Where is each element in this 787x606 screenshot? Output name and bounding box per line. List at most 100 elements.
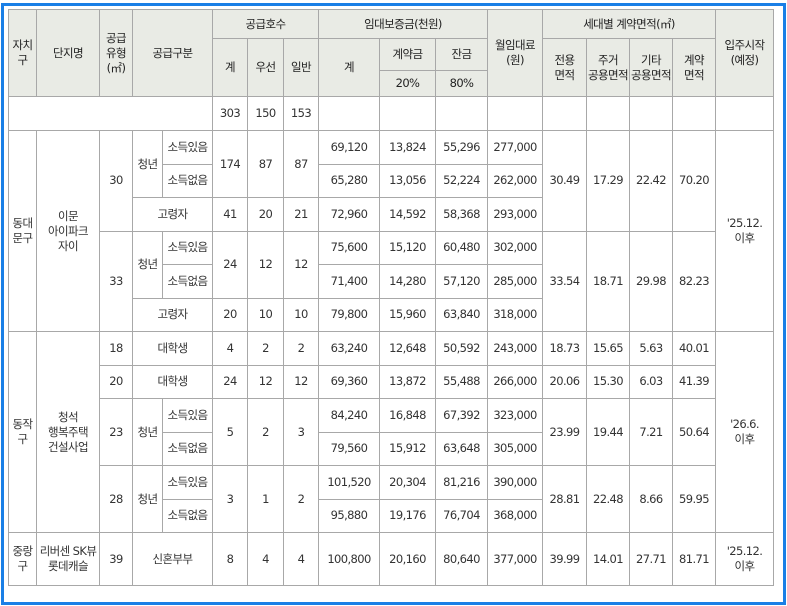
table-cell: 40.01: [672, 331, 716, 366]
table-cell: '26.6. 이후: [715, 331, 774, 533]
header-supply-category: 공급구분: [132, 9, 213, 97]
table-cell: 63,240: [318, 331, 380, 366]
table-cell: 20: [247, 197, 284, 232]
table-cell: 58,368: [435, 197, 488, 232]
table-row: 소득없음 95,880 19,176 76,704 368,000: [9, 498, 774, 533]
table-cell: 동대 문구: [8, 130, 37, 332]
table-cell: 13,824: [379, 130, 436, 165]
table-cell: 동작 구: [8, 331, 37, 533]
table-cell: 59.95: [672, 465, 716, 533]
table-cell: 82.23: [672, 230, 716, 332]
table-cell: 28.81: [542, 465, 587, 533]
table-cell: 262,000: [487, 163, 543, 198]
table-cell: 323,000: [487, 398, 543, 433]
table-cell: 22.42: [629, 130, 673, 232]
header-area-contract: 계약 면적: [672, 38, 716, 97]
table-row: 동대 문구 이문 아이파크 자이 30 청년 소득있음 174 87 87 69,120 13,824 5…: [8, 130, 774, 332]
rental-supply-table: 자치구 단지명 공급 유형 (㎡) 공급구분 공급호수 임대보증금(천원) 월임대료…: [8, 9, 774, 586]
table-cell: 318,000: [487, 297, 543, 332]
table-cell: 소득없음: [162, 498, 213, 533]
table-cell: 18.71: [586, 230, 630, 332]
table-row: 소득없음 71,400 14,280 57,120 285,000: [9, 264, 774, 299]
table-header: 자치구 단지명 공급 유형 (㎡) 공급구분 공급호수 임대보증금(천원) 월임대료…: [8, 9, 774, 97]
header-units-priority: 우선: [247, 38, 284, 97]
header-units-total: 계: [212, 38, 248, 97]
table-cell: 소득있음: [162, 130, 213, 165]
header-area-other-common: 기타 공용면적: [629, 38, 673, 97]
table-cell: 81.71: [672, 532, 716, 586]
table-cell: 24: [212, 230, 248, 299]
table-cell: 55,296: [435, 130, 488, 165]
table-cell: 305,000: [487, 431, 543, 466]
table-cell: 1: [247, 465, 284, 533]
table-cell: 71,400: [318, 264, 380, 299]
table-cell: 377,000: [487, 532, 543, 586]
table-cell: 3: [283, 398, 319, 466]
table-cell: 고령자: [132, 197, 213, 232]
table-cell: 8: [212, 532, 248, 586]
table-cell: 청석 행복주택 건설사업: [36, 331, 100, 533]
table-cell: 소득있음: [162, 230, 213, 265]
table-cell: 대학생: [132, 364, 213, 399]
table-cell: 12: [247, 230, 284, 299]
header-contract-pct: 20%: [379, 70, 436, 97]
header-balance-pct: 80%: [435, 70, 488, 97]
table-cell: 55,488: [435, 364, 488, 399]
table-cell: 63,648: [435, 431, 488, 466]
table-cell: 95,880: [318, 498, 380, 533]
table-row: 28 청년 소득있음 3 1 2 101,520 20,304 81,216 390,000 28.…: [9, 465, 774, 533]
table-cell: 리버센 SK뷰 롯데캐슬: [36, 532, 100, 586]
table-cell: 15,912: [379, 431, 436, 466]
header-supply-units: 공급호수: [212, 9, 319, 39]
table-cell: 84,240: [318, 398, 380, 433]
table-cell: 소득있음: [162, 398, 213, 433]
table-cell: 81,216: [435, 465, 488, 500]
table-cell: 12,648: [379, 331, 436, 366]
table-cell: 4: [212, 331, 248, 366]
table-cell: 21: [283, 197, 319, 232]
table-row: 33 청년 소득있음 24 12 12 75,600 15,120 60,480 302,000 3…: [9, 230, 774, 332]
table-cell: 41: [212, 197, 248, 232]
table-cell: 소득없음: [162, 163, 213, 198]
header-complex: 단지명: [36, 9, 100, 97]
table-cell: 15.30: [586, 364, 630, 399]
table-cell: 고령자: [132, 297, 213, 332]
table-cell: 소득없음: [162, 431, 213, 466]
table-cell: 10: [247, 297, 284, 332]
table-cell: 6.03: [629, 364, 673, 399]
table-cell: 76,704: [435, 498, 488, 533]
table-cell: 2: [283, 465, 319, 533]
header-supply-type: 공급 유형 (㎡): [99, 9, 133, 97]
table-cell: 57,120: [435, 264, 488, 299]
table-cell: 16,848: [379, 398, 436, 433]
table-cell: 12: [283, 364, 319, 399]
table-cell: 39.99: [542, 532, 587, 586]
table-row: 20 대학생 24 12 12 69,360 13,872 55,488 266,000 20.0…: [9, 364, 774, 399]
header-move-in: 입주시작 (예정): [715, 9, 774, 97]
table-cell: 368,000: [487, 498, 543, 533]
table-cell: 2: [247, 331, 284, 366]
table-cell: 17.29: [586, 130, 630, 232]
table-cell: 2: [247, 398, 284, 466]
table-cell: 277,000: [487, 130, 543, 165]
table-cell: 29.98: [629, 230, 673, 332]
table-cell: 101,520: [318, 465, 380, 500]
table-cell: 50.64: [672, 398, 716, 466]
table-cell: 12: [247, 364, 284, 399]
header-area-residential-common: 주거 공용면적: [586, 38, 630, 97]
header-deposit-balance: 잔금: [435, 38, 488, 71]
table-cell: 27.71: [629, 532, 673, 586]
table-cell: '25.12. 이후: [715, 130, 774, 332]
table-cell: 50,592: [435, 331, 488, 366]
table-row: 23 청년 소득있음 5 2 3 84,240 16,848 67,392 323,000 23.9…: [9, 398, 774, 466]
table-row: 중랑 구 리버센 SK뷰 롯데캐슬 39 신혼부부 8 4 4 100,800 20,160 80,6…: [8, 532, 774, 586]
summary-total: 303: [212, 96, 248, 131]
table-cell: 293,000: [487, 197, 543, 232]
table-cell: 285,000: [487, 264, 543, 299]
table-cell: 243,000: [487, 331, 543, 366]
table-cell: 소득없음: [162, 264, 213, 299]
table-cell: 65,280: [318, 163, 380, 198]
table-cell: 33: [99, 230, 133, 332]
header-deposit-total: 계: [318, 38, 380, 97]
table-cell: 20.06: [542, 364, 587, 399]
